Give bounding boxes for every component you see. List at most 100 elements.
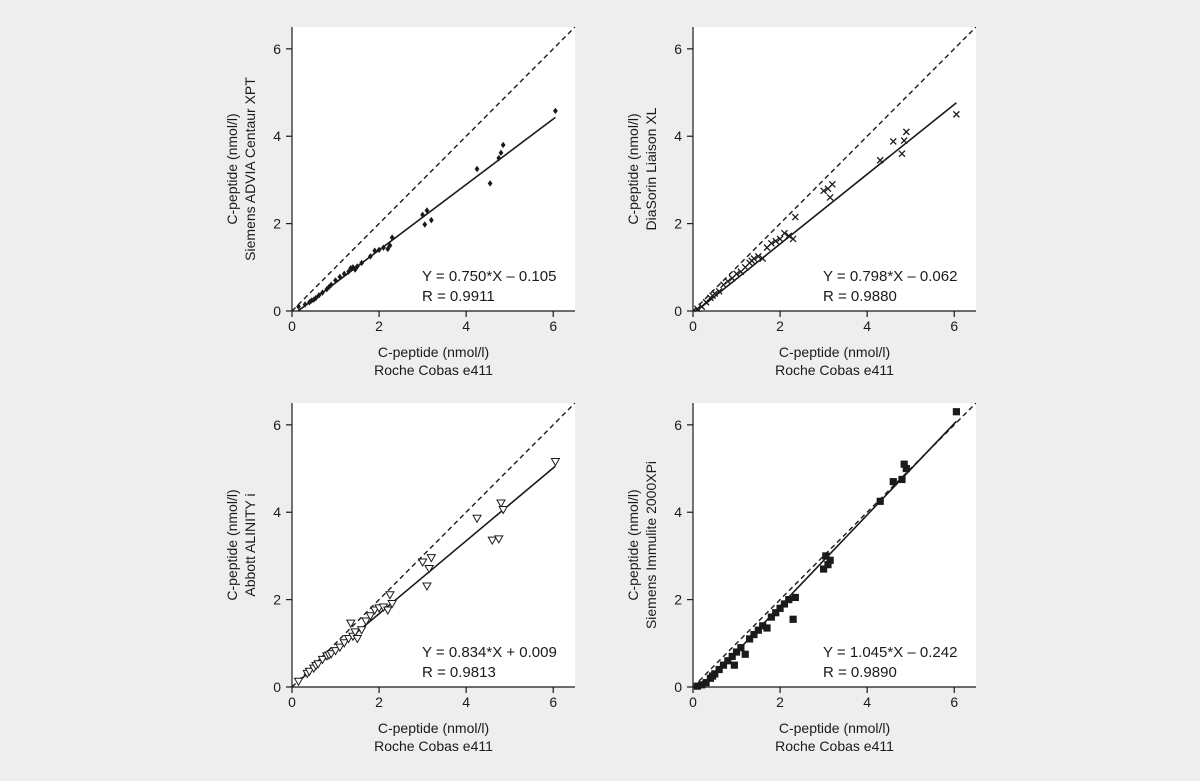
data-point: [898, 150, 906, 158]
x-axis-label: Roche Cobas e411: [374, 738, 493, 754]
x-axis-label: Roche Cobas e411: [374, 362, 493, 378]
data-point: [354, 263, 360, 270]
data-point: [824, 561, 832, 569]
data-point: [902, 464, 910, 473]
data-point: [715, 287, 723, 295]
data-point: [496, 154, 502, 162]
data-point: [553, 107, 558, 115]
data-point: [341, 270, 347, 278]
data-point: [702, 679, 710, 687]
y-tick-label: 0: [273, 303, 281, 319]
annotation: R = 0.9890: [823, 664, 897, 681]
data-point: [387, 242, 393, 249]
data-point: [361, 617, 371, 626]
data-point: [313, 660, 323, 669]
data-point: [876, 156, 884, 164]
data-point: [317, 655, 328, 665]
data-point: [820, 187, 828, 195]
data-point: [719, 661, 728, 669]
regression-line: [702, 420, 957, 687]
data-point: [387, 599, 397, 609]
data-point: [898, 475, 906, 484]
data-point: [417, 558, 428, 567]
data-point: [759, 255, 767, 263]
data-point: [728, 652, 736, 661]
data-point: [348, 264, 354, 272]
data-point: [326, 650, 337, 659]
data-point: [780, 600, 789, 608]
data-point: [367, 253, 373, 260]
y-tick-label: 6: [273, 417, 281, 433]
x-axis-label: Roche Cobas e411: [775, 738, 894, 754]
y-axis-label: DiaSorin Liaison XL: [643, 107, 659, 230]
y-axis-label: Abbott ALINITY i: [242, 493, 258, 596]
x-tick-label: 2: [375, 694, 383, 710]
data-point: [785, 596, 793, 604]
data-point: [763, 624, 771, 632]
annotation: R = 0.9813: [422, 664, 496, 681]
data-point: [381, 244, 386, 251]
data-point: [335, 643, 345, 653]
identity-line: [693, 27, 976, 311]
data-point: [889, 138, 897, 145]
data-point: [389, 234, 395, 241]
data-point: [900, 460, 908, 468]
y-tick-label: 0: [273, 679, 281, 695]
x-tick-label: 6: [549, 318, 557, 334]
y-tick-label: 6: [674, 417, 682, 433]
data-point: [902, 128, 910, 136]
y-tick-label: 6: [674, 41, 682, 57]
x-tick-label: 2: [375, 318, 383, 334]
data-point: [487, 180, 493, 187]
data-point: [337, 273, 343, 281]
data-point: [302, 301, 308, 308]
data-point: [952, 110, 960, 118]
data-point: [420, 211, 426, 219]
data-point: [424, 565, 435, 574]
x-tick-label: 0: [288, 318, 296, 334]
data-point: [776, 604, 784, 612]
data-point: [789, 615, 797, 623]
data-point: [311, 296, 317, 303]
x-tick-label: 0: [689, 694, 697, 710]
x-tick-label: 6: [950, 694, 958, 710]
data-point: [487, 536, 498, 546]
data-point: [828, 180, 836, 188]
data-point: [820, 565, 828, 573]
data-point: [385, 245, 391, 253]
data-point: [496, 499, 506, 508]
data-point: [711, 290, 719, 297]
y-tick-label: 4: [674, 504, 682, 520]
data-point: [498, 506, 509, 515]
x-tick-label: 4: [863, 318, 871, 334]
data-point: [376, 246, 382, 254]
data-point: [791, 213, 799, 221]
data-point: [365, 612, 376, 621]
data-point: [345, 619, 356, 629]
data-point: [328, 281, 334, 288]
data-point: [296, 303, 301, 310]
data-point: [746, 635, 754, 643]
y-axis-label: Siemens ADVIA Centaur XPT: [242, 77, 258, 261]
data-point: [759, 622, 767, 630]
data-point: [733, 270, 740, 278]
data-point: [474, 165, 480, 173]
data-point: [715, 665, 723, 674]
data-point: [493, 535, 504, 544]
data-point: [498, 149, 504, 157]
data-point: [382, 606, 393, 616]
data-point: [693, 682, 701, 690]
data-point: [385, 591, 395, 600]
chart-panel-1: 0 2 4 6 0 2 4 6 Y = 0.750*X – 0.105 R = 0.9911 C-p…: [224, 27, 575, 378]
y-tick-label: 2: [273, 592, 281, 608]
data-point: [776, 235, 784, 243]
data-point: [876, 497, 884, 505]
data-point: [500, 141, 506, 149]
x-tick-label: 0: [288, 694, 296, 710]
data-point: [372, 247, 378, 254]
y-tick-label: 4: [273, 128, 281, 144]
data-point: [822, 552, 830, 560]
data-point: [750, 630, 758, 639]
x-tick-label: 4: [462, 318, 470, 334]
